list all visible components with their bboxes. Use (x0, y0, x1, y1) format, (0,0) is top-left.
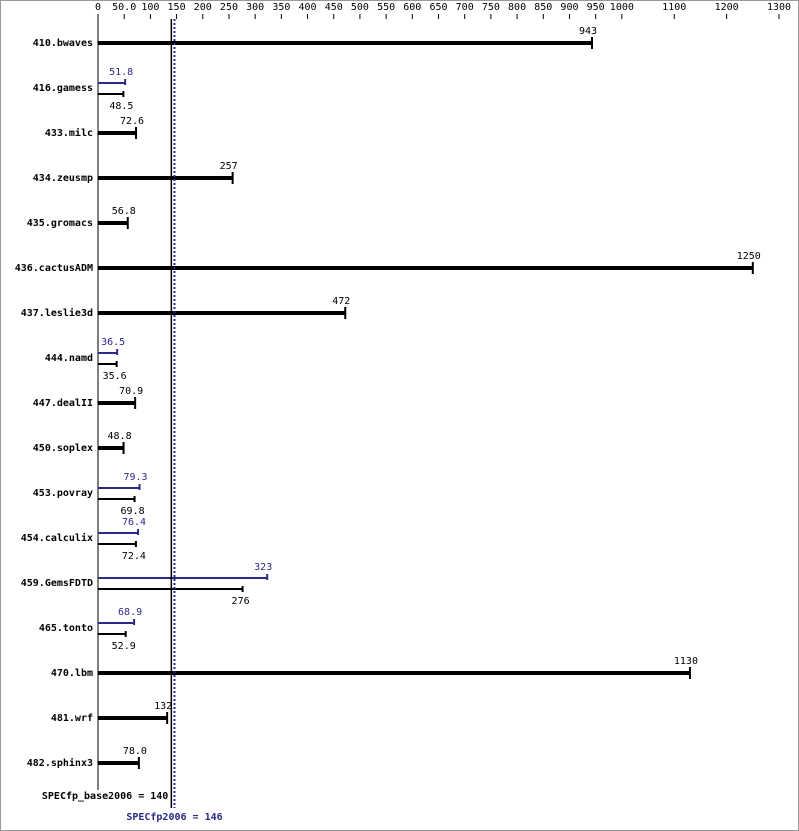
value-label: 79.3 (123, 472, 147, 483)
x-tick-label: 750 (482, 2, 500, 13)
category-label: 434.zeusmp (33, 173, 93, 184)
x-tick-label: 300 (246, 2, 264, 13)
peak-bar (98, 352, 118, 354)
value-label: 78.0 (123, 746, 147, 757)
x-tick-label: 100 (141, 2, 159, 13)
x-tick-label: 900 (560, 2, 578, 13)
x-tick-label: 550 (377, 2, 395, 13)
bar (98, 671, 690, 675)
x-tick-label: 950 (587, 2, 605, 13)
x-tick-label: 150 (168, 2, 186, 13)
value-label: 943 (579, 26, 597, 37)
x-tick-label: 450 (325, 2, 343, 13)
x-tick-label: 1300 (767, 2, 791, 13)
x-tick-label: 650 (429, 2, 447, 13)
value-label: 51.8 (109, 67, 133, 78)
category-label: 453.povray (33, 488, 93, 499)
bar (98, 401, 136, 405)
value-label: 1250 (737, 251, 761, 262)
bar (98, 266, 753, 270)
category-label: 465.tonto (39, 623, 93, 634)
reference-label: SPECfp2006 = 146 (126, 812, 222, 823)
category-label: 447.dealII (33, 398, 93, 409)
value-label: 72.6 (120, 116, 144, 127)
bar (98, 41, 592, 45)
x-tick-label: 1000 (610, 2, 634, 13)
category-label: 481.wrf (51, 713, 93, 724)
base-bar (98, 588, 243, 590)
x-tick-label: 400 (299, 2, 317, 13)
base-bar (98, 543, 136, 545)
peak-bar (98, 577, 268, 579)
x-tick-label: 1200 (715, 2, 739, 13)
category-label: 459.GemsFDTD (21, 578, 93, 589)
x-tick-label: 350 (272, 2, 290, 13)
value-label: 132 (154, 701, 172, 712)
base-bar (98, 498, 135, 500)
category-label: 444.namd (45, 353, 93, 364)
category-label: 470.lbm (51, 668, 93, 679)
value-label: 68.9 (118, 607, 142, 618)
value-label: 56.8 (112, 206, 136, 217)
category-label: 450.soplex (33, 443, 93, 454)
x-tick-label: 50.0 (112, 2, 136, 13)
peak-bar (98, 487, 140, 489)
value-label: 69.8 (121, 506, 145, 517)
peak-bar (98, 532, 139, 534)
bar (98, 761, 139, 765)
value-label: 72.4 (122, 551, 146, 562)
x-tick-label: 200 (194, 2, 212, 13)
reference-label: SPECfp_base2006 = 140 (42, 791, 168, 802)
value-label: 70.9 (119, 386, 143, 397)
category-label: 435.gromacs (27, 218, 93, 229)
base-bar (98, 363, 117, 365)
peak-bar (98, 622, 135, 624)
category-label: 410.bwaves (33, 38, 93, 49)
bar (98, 221, 128, 225)
value-label: 276 (232, 596, 250, 607)
category-label: 482.sphinx3 (27, 757, 93, 769)
category-label: 454.calculix (21, 532, 93, 544)
bar (98, 716, 168, 720)
x-tick-label: 1100 (662, 2, 686, 13)
value-label: 323 (254, 562, 272, 573)
x-tick-label: 700 (456, 2, 474, 13)
base-bar (98, 633, 126, 635)
value-label: 48.5 (109, 101, 133, 112)
x-tick-label: 850 (534, 2, 552, 13)
x-tick-label: 0 (95, 2, 101, 13)
category-label: 436.cactusADM (15, 263, 93, 274)
value-label: 48.8 (108, 431, 132, 442)
x-tick-label: 600 (403, 2, 421, 13)
category-label: 433.milc (45, 127, 93, 139)
bar (98, 176, 233, 180)
value-label: 76.4 (122, 517, 146, 528)
value-label: 472 (332, 296, 350, 307)
value-label: 35.6 (103, 371, 127, 382)
x-tick-label: 250 (220, 2, 238, 13)
value-label: 1130 (674, 656, 698, 667)
value-label: 36.5 (101, 337, 125, 348)
bar (98, 131, 137, 135)
value-label: 52.9 (112, 641, 136, 652)
category-label: 416.gamess (33, 83, 93, 94)
value-label: 257 (220, 161, 238, 172)
x-tick-label: 800 (508, 2, 526, 13)
category-label: 437.leslie3d (21, 307, 93, 319)
base-bar (98, 93, 124, 95)
bar (98, 446, 124, 450)
peak-bar (98, 82, 126, 84)
bar (98, 311, 346, 315)
x-tick-label: 500 (351, 2, 369, 13)
